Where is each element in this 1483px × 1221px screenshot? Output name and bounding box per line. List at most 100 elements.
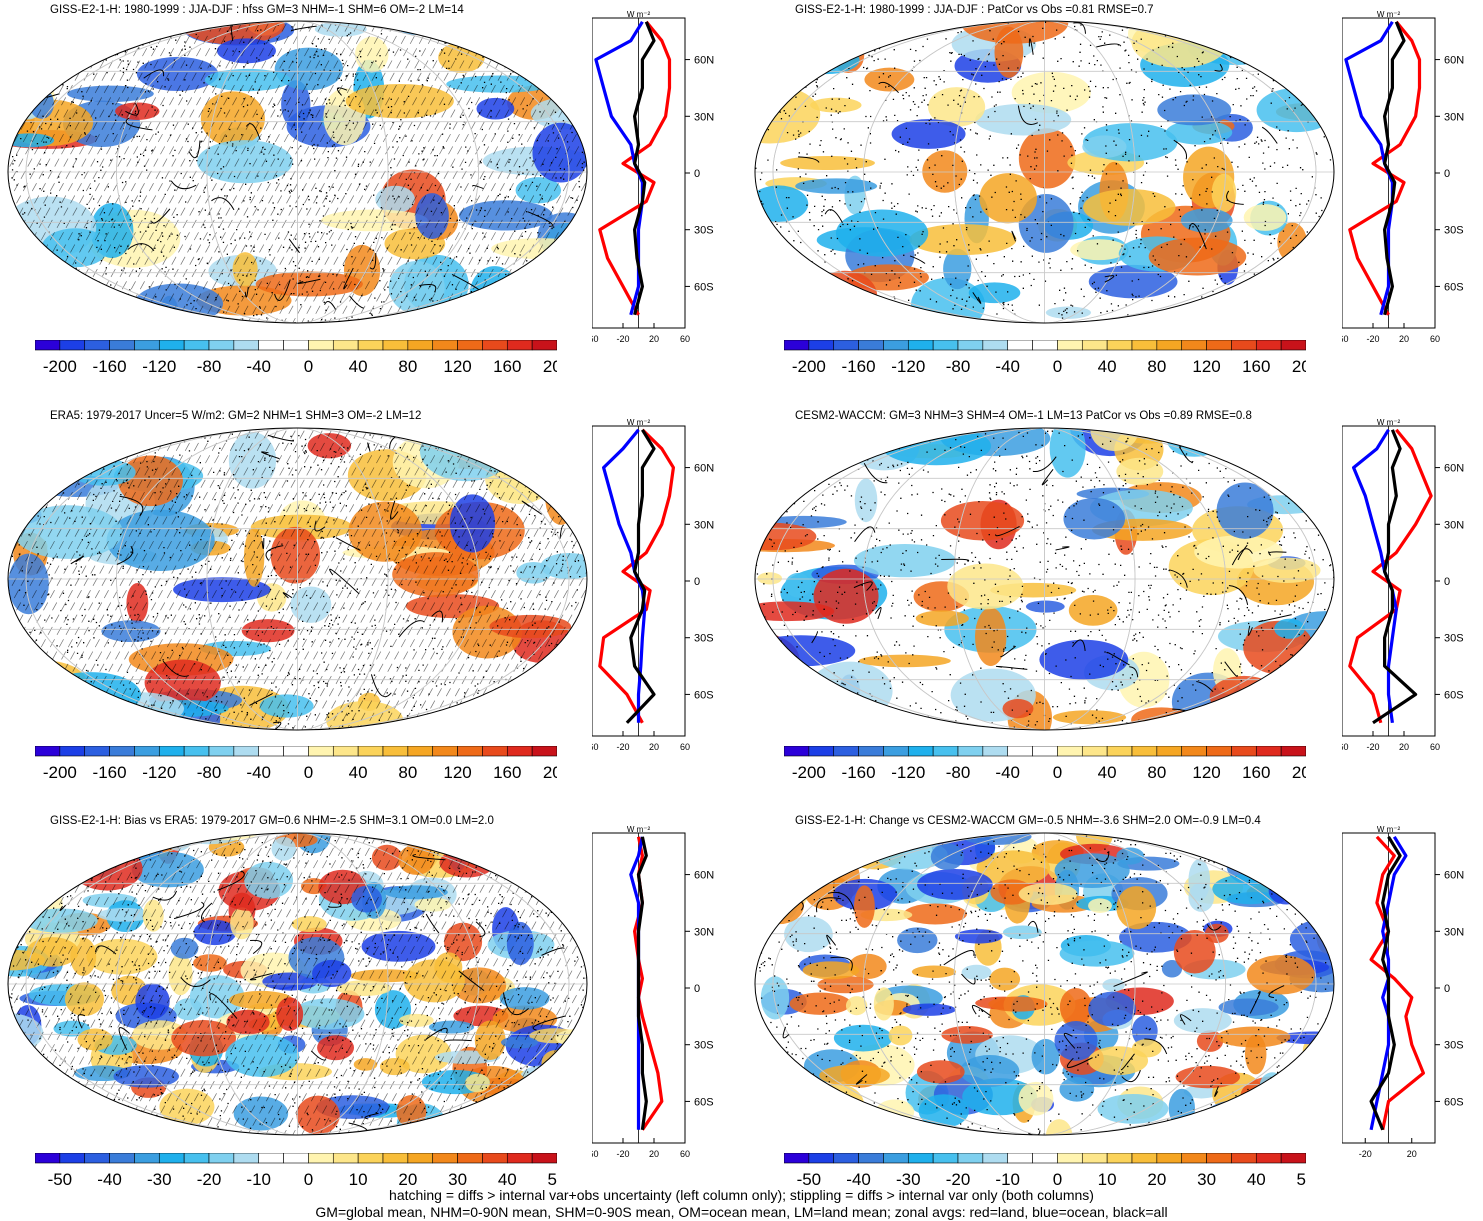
colorbar-tick-label: 40 [349,763,368,782]
zonal-line-all [633,21,656,316]
field-patch [1070,239,1128,261]
colorbar-swatch [506,340,533,351]
field-patch [961,964,992,980]
field-patch [755,718,799,730]
field-patch [875,1099,915,1125]
colorbar-swatch [858,340,884,351]
coastline [8,64,24,77]
coastline [502,992,529,1016]
coastline [369,253,377,270]
zonal-line-land [1348,428,1433,724]
colorbar-tick-label: -120 [142,357,176,376]
lat-tick-label: 60N [694,463,714,475]
colorbar-swatch [883,1153,909,1164]
panel-title: GISS-E2-1-H: 1980-1999 : JJA-DJF : hfss … [50,4,464,16]
colorbar-swatch [183,340,210,351]
coastline [1041,469,1054,486]
colorbar-tick-label: 30 [1197,1170,1216,1189]
coastline [52,428,74,437]
colorbar-swatch [407,746,434,757]
field-patch [1161,960,1183,978]
lat-tick-label: 60S [1444,1096,1464,1108]
colorbar-tick-label: -40 [246,357,271,376]
colorbar-tick-label: -10 [995,1170,1020,1189]
field-patch [909,224,1017,255]
coastline [941,558,970,562]
field-patch [825,833,887,853]
field-patch [1018,883,1078,906]
field-patch [812,270,878,322]
field-patch [326,700,404,730]
field-patch [314,21,367,37]
zonal-line-all [636,836,648,1131]
field-patch [876,833,899,844]
x-tick-label: 20 [1399,334,1409,344]
field-patch [1203,1099,1277,1135]
field-patch [66,428,139,461]
field-patch [1297,833,1334,852]
coastline [412,853,446,861]
coastline [1327,669,1334,681]
colorbar-tick-label: -160 [842,357,876,376]
colorbar-swatch [457,746,483,757]
field-patch [833,1024,893,1052]
field-patch [960,1055,1020,1087]
field-patch [1276,880,1334,894]
colorbar-swatch [1007,340,1033,351]
field-patch [27,281,120,323]
coastline [784,307,805,323]
field-patch [918,1094,969,1128]
field-patch [8,291,56,323]
field-patch [351,885,382,913]
field-patch [233,1096,289,1131]
lat-tick-label: 60S [1444,281,1464,293]
colorbar-swatch [1081,340,1108,351]
field-patch [902,1003,956,1016]
colorbar: -50 -40 -30 -20 -10 0 10 20 30 40 50 [35,1153,557,1189]
field-patch [444,922,483,962]
coastline [336,87,348,96]
field-patch [540,553,587,580]
coastline [425,913,440,934]
colorbar-swatch [1156,340,1183,351]
colorbar-swatch [506,1153,533,1164]
coastline [1247,625,1253,636]
colorbar-swatch [35,1153,61,1164]
coastline [1073,22,1087,34]
field-patch [1131,1015,1158,1047]
colorbar-swatch [84,1153,110,1164]
colorbar-tick-label: 0 [1053,763,1062,782]
coastline [1258,614,1292,623]
field-patch [515,177,562,204]
field-patch [780,156,875,171]
field-patch [403,959,465,1003]
field-patch [464,1122,539,1135]
coastline [425,1027,448,1040]
field-patch [1209,675,1279,718]
field-patch [396,1094,427,1128]
colorbar-swatch [858,746,884,757]
field-patch [64,982,105,1017]
field-patch [541,1050,570,1078]
colorbar-swatch [1156,1153,1183,1164]
field-patch [858,654,951,668]
lat-tick-label: 30N [1444,926,1464,938]
colorbar-swatch [332,746,359,757]
field-patch [549,878,577,904]
field-patch [1319,1053,1334,1086]
coastline [15,1091,46,1109]
colorbar-swatch [35,746,61,757]
coastline [67,58,78,66]
field-patch [1045,306,1091,319]
coastline [797,156,820,163]
colorbar-tick-label: 200 [543,763,557,782]
field-patch [974,607,1007,666]
field-patch [755,884,808,906]
zonal-line-all [1383,21,1406,316]
field-patch [485,453,554,505]
graticule-lon [116,833,479,1135]
colorbar-swatch [1280,746,1306,757]
colorbar-swatch [1081,1153,1108,1164]
field-patch [296,1095,340,1135]
field-patch [171,1019,237,1057]
